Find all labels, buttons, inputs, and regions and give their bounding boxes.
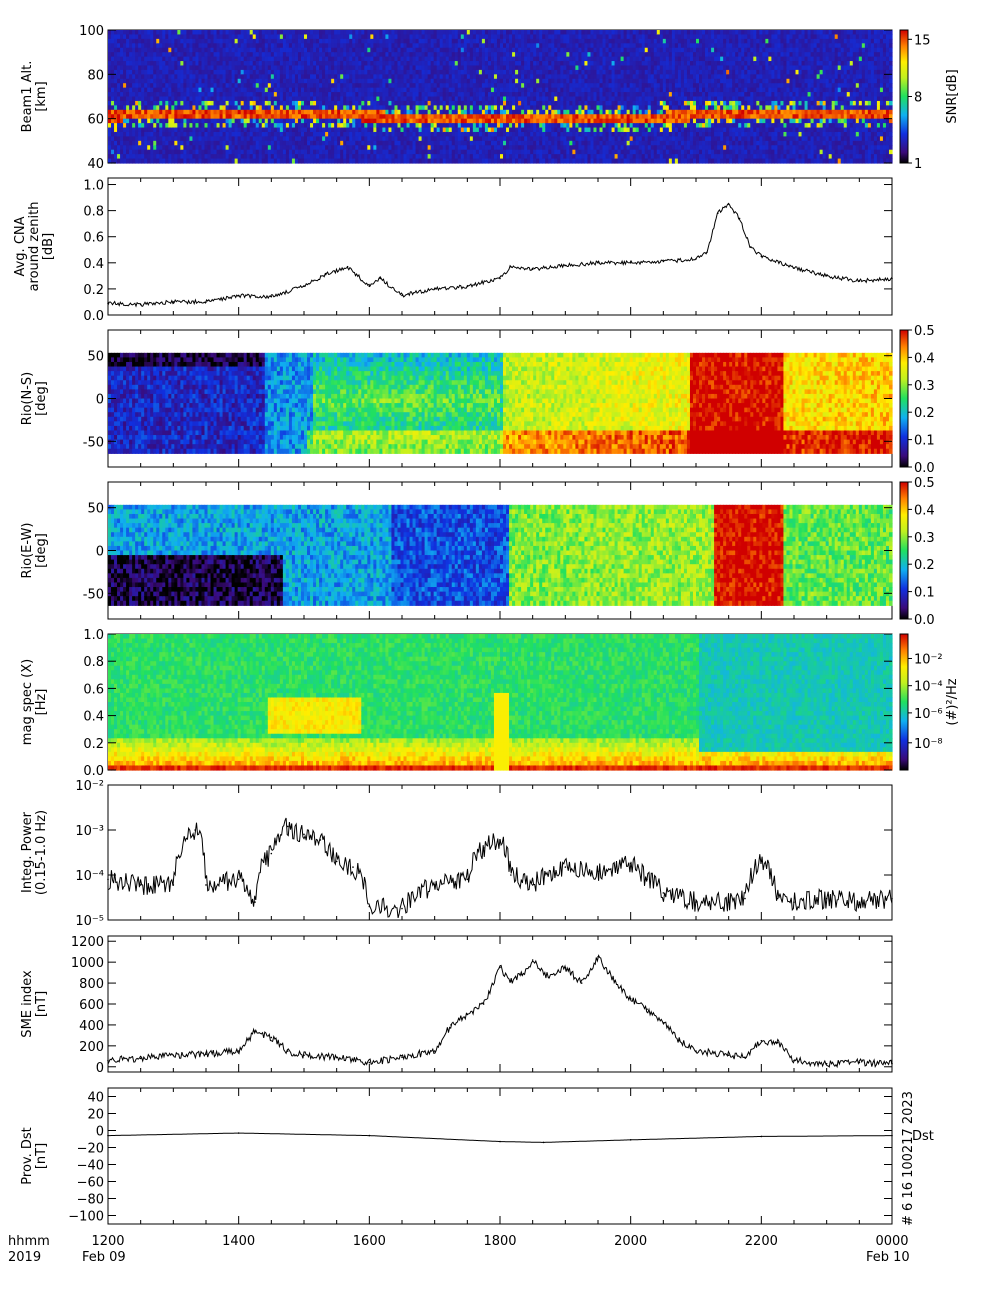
heatmap-cells <box>108 30 893 164</box>
figure: 100806040Beam1 Alt. [km]1581SNR[dB]1.00.8… <box>0 0 1000 1300</box>
